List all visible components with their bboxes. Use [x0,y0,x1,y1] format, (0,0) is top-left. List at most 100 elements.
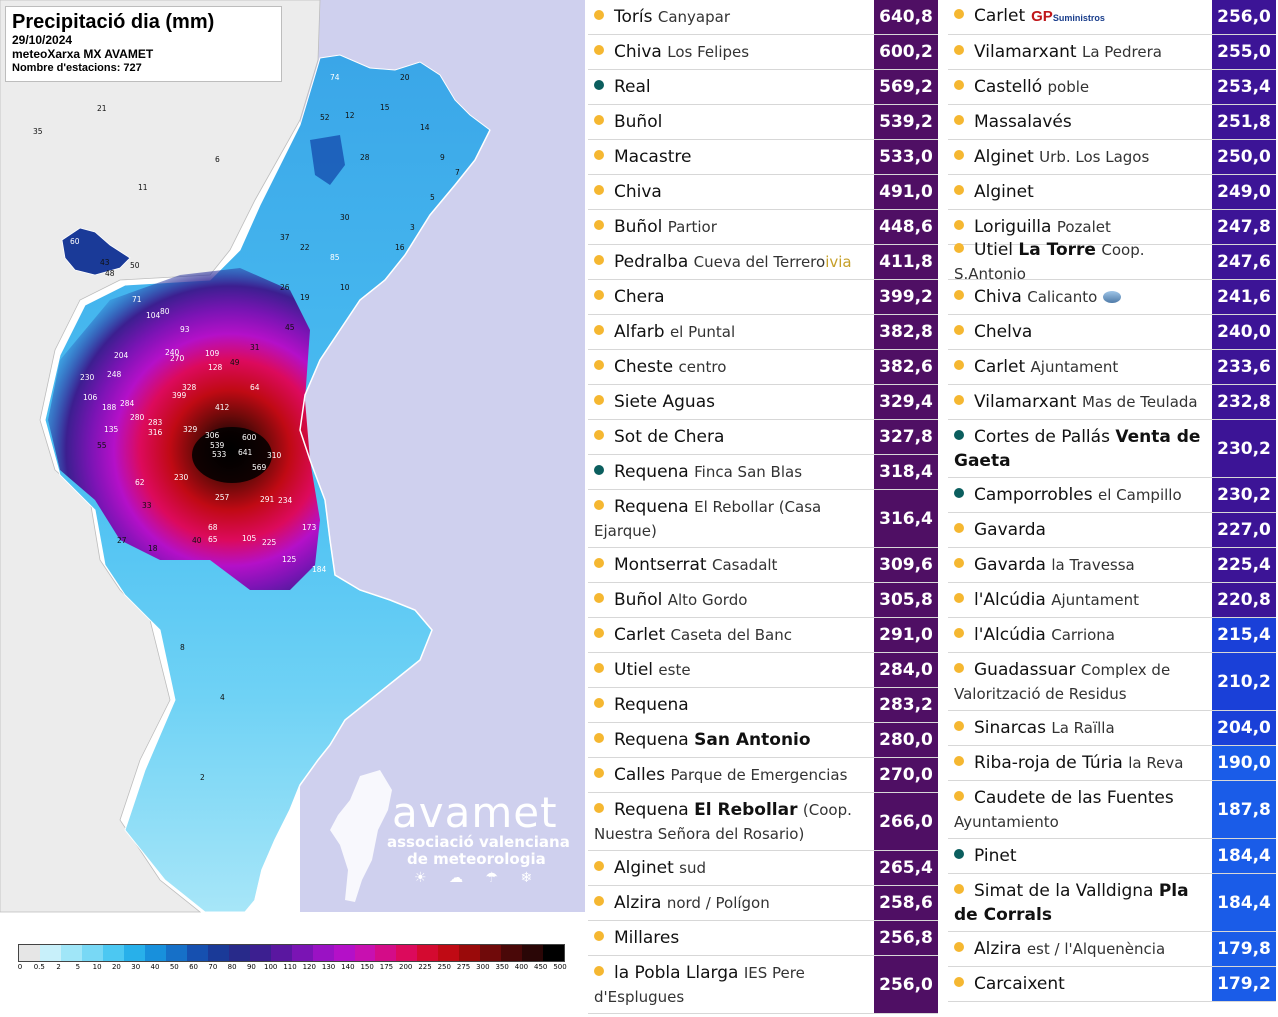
station-place: Ajuntament [1030,358,1119,376]
globe-icon [1103,291,1122,303]
station-town: Massalavés [974,112,1072,132]
station-town: Buñol [614,112,663,132]
legend-swatch [186,945,208,961]
ranking-row[interactable]: Loriguilla Pozalet 247,8 [948,210,1276,245]
ranking-row[interactable]: l'Alcúdia Carriona 215,4 [948,618,1276,653]
ranking-row[interactable]: Millares 256,8 [588,921,938,956]
ranking-row[interactable]: Alginet Urb. Los Lagos 250,0 [948,140,1276,175]
ranking-row[interactable]: Requena El Rebollar (Coop. Nuestra Señor… [588,793,938,851]
ranking-row[interactable]: Carcaixent 179,2 [948,967,1276,1002]
ranking-row[interactable]: Chiva Calicanto 241,6 [948,280,1276,315]
ranking-row[interactable]: Pedralba Cueva del Terreroivia 411,8 [588,245,938,280]
network-dot-icon [954,942,964,952]
station-value-label: 80 [160,307,170,316]
ranking-row[interactable]: Vilamarxant Mas de Teulada 232,8 [948,385,1276,420]
ranking-row[interactable]: Gavarda 227,0 [948,513,1276,548]
legend-swatch [312,945,334,961]
ranking-row[interactable]: Gavarda la Travessa 225,4 [948,548,1276,583]
station-place: Ayuntamiento [954,812,1059,831]
station-name-cell: Macastre [594,140,868,174]
station-name-cell: Massalavés [954,105,1206,139]
network-dot-icon [594,185,604,195]
ranking-row[interactable]: la Pobla Llarga IES Pere d'Esplugues 256,… [588,956,938,1014]
ranking-row[interactable]: Buñol Alto Gordo 305,8 [588,583,938,618]
ranking-row[interactable]: Utiel La Torre Coop. S.Antonio 247,6 [948,240,1276,283]
ranking-row[interactable]: Requena Finca San Blas 318,4 [588,455,938,490]
ranking-row[interactable]: Torís Canyapar 640,8 [588,0,938,35]
ranking-row[interactable]: Chiva Los Felipes 600,2 [588,35,938,70]
ranking-row[interactable]: Carlet Caseta del Banc 291,0 [588,618,938,653]
station-place-bold: San Antonio [694,730,811,750]
ranking-row[interactable]: Sinarcas La Raïlla 204,0 [948,711,1276,746]
ranking-row[interactable]: Riba-roja de Túria la Reva 190,0 [948,746,1276,781]
station-name-cell: Alginet sud [594,851,868,885]
ranking-row[interactable]: Montserrat Casadalt 309,6 [588,548,938,583]
station-place: Cueva del Terrero [693,253,826,271]
station-place: Finca San Blas [694,463,803,481]
station-town: Requena [614,462,689,482]
ranking-row[interactable]: Chelva 240,0 [948,315,1276,350]
ranking-row[interactable]: Carlet Ajuntament 233,6 [948,350,1276,385]
precipitation-map[interactable]: 21 35 6 11 43 50 48 60 71 104 80 93 204 240 270 230 248 1… [0,0,585,1017]
ranking-row[interactable]: Buñol Partior 448,6 [588,210,938,245]
ranking-row[interactable]: Siete Aguas 329,4 [588,385,938,420]
ranking-row[interactable]: Castelló poble 253,4 [948,70,1276,105]
station-place: IES Pere d'Esplugues [594,963,805,1006]
ranking-row[interactable]: Alzira nord / Polígon 258,6 [588,886,938,921]
network-dot-icon [594,150,604,160]
ranking-row[interactable]: Calles Parque de Emergencias 270,0 [588,758,938,793]
ranking-row[interactable]: Alzira est / l'Alquenència 179,8 [948,932,1276,967]
station-name-cell: Chiva Calicanto [954,280,1206,314]
station-value-label: 74 [330,73,340,82]
station-town: Camporrobles [974,485,1093,505]
station-value-label: 31 [250,343,260,352]
ranking-row[interactable]: Alginet 249,0 [948,175,1276,210]
ranking-row[interactable]: Requena 283,2 [588,688,938,723]
legend-tick-label: 110 [283,963,297,971]
ranking-row[interactable]: Vilamarxant La Pedrera 255,0 [948,35,1276,70]
precip-value: 491,0 [874,175,938,209]
station-value-label: 257 [215,493,230,502]
legend-swatch [39,945,61,961]
precip-value: 309,6 [874,548,938,582]
station-value-label: 533 [212,450,227,459]
ranking-row[interactable]: Simat de la Valldigna Pla de Corrals 184,… [948,874,1276,932]
network-dot-icon [594,290,604,300]
station-town: Montserrat [614,555,707,575]
station-name-cell: Pinet [954,839,1206,873]
ranking-row[interactable]: Macastre 533,0 [588,140,938,175]
ranking-row[interactable]: Requena San Antonio 280,0 [588,723,938,758]
ranking-row[interactable]: Buñol 539,2 [588,105,938,140]
ranking-row[interactable]: Carlet GPSuministros 256,0 [948,0,1276,35]
ranking-row[interactable]: Camporrobles el Campillo 230,2 [948,478,1276,513]
ranking-row[interactable]: Utiel este 284,0 [588,653,938,688]
ranking-row[interactable]: Caudete de las Fuentes Ayuntamiento 187,8 [948,781,1276,839]
storm-center [192,427,272,483]
coastline [254,129,491,901]
ranking-row[interactable]: Requena El Rebollar (Casa Ejarque) 316,4 [588,490,938,548]
station-place: Carriona [1051,626,1115,644]
ranking-row[interactable]: Guadassuar Complex de Valorització de Re… [948,653,1276,711]
ranking-row[interactable]: Cheste centro 382,6 [588,350,938,385]
ranking-row[interactable]: Cortes de Pallás Venta de Gaeta 230,2 [948,420,1276,478]
precip-value: 232,8 [1212,385,1276,419]
ranking-row[interactable]: Sot de Chera 327,8 [588,420,938,455]
ranking-row[interactable]: Alfarb el Puntal 382,8 [588,315,938,350]
station-value-label: 641 [238,448,253,457]
ranking-row[interactable]: Massalavés 251,8 [948,105,1276,140]
network-dot-icon [594,465,604,475]
station-name-cell: Chiva Los Felipes [594,35,868,69]
ranking-row[interactable]: Chiva 491,0 [588,175,938,210]
station-town: Simat de la Valldigna [974,880,1154,901]
station-name-cell: Buñol Partior [594,210,868,244]
network-dot-icon [954,360,964,370]
ranking-row[interactable]: Chera 399,2 [588,280,938,315]
map-title: Precipitació dia (mm) [12,11,215,33]
ranking-row[interactable]: Pinet 184,4 [948,839,1276,874]
station-town: Requena [614,695,689,715]
ranking-row[interactable]: Real 569,2 [588,70,938,105]
ranking-row[interactable]: Alginet sud 265,4 [588,851,938,886]
ranking-row[interactable]: l'Alcúdia Ajuntament 220,8 [948,583,1276,618]
station-name-cell: Siete Aguas [594,385,868,419]
network-dot-icon [954,395,964,405]
